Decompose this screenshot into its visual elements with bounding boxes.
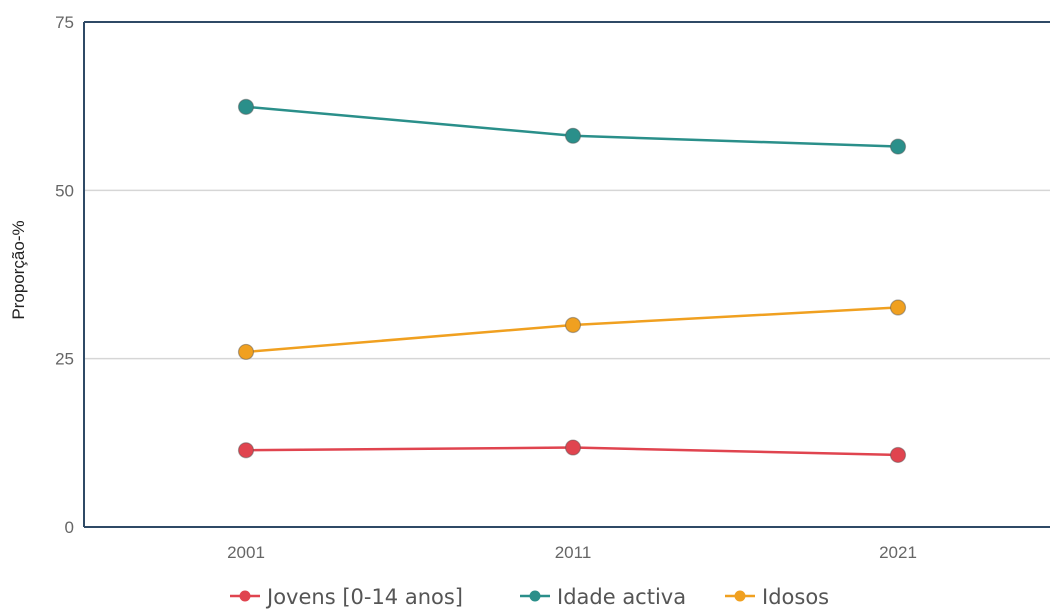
data-point[interactable]	[239, 344, 254, 359]
x-tick-label: 2011	[555, 543, 592, 562]
series-2	[239, 300, 906, 359]
legend-label: Jovens [0-14 anos]	[265, 585, 463, 609]
y-tick-label: 75	[55, 13, 74, 32]
data-point[interactable]	[891, 447, 906, 462]
data-point[interactable]	[566, 128, 581, 143]
data-point[interactable]	[566, 440, 581, 455]
legend-item[interactable]: Idade activa	[520, 585, 686, 609]
legend-marker-icon	[530, 591, 541, 602]
legend-item[interactable]: Idosos	[725, 585, 829, 609]
legend[interactable]: Jovens [0-14 anos] Idade activa Idosos	[230, 585, 829, 609]
y-tick-label: 0	[65, 518, 74, 537]
legend-label: Idade activa	[557, 585, 686, 609]
x-tick-label: 2021	[879, 543, 917, 562]
grid-lines	[84, 190, 1050, 358]
series-0	[239, 440, 906, 462]
legend-label: Idosos	[762, 585, 829, 609]
legend-item[interactable]: Jovens [0-14 anos]	[230, 585, 463, 609]
y-tick-label: 50	[55, 181, 74, 200]
legend-marker-icon	[735, 591, 746, 602]
y-tick-label: 25	[55, 350, 74, 369]
y-axis-label: Proporção-%	[9, 220, 28, 319]
series-group	[239, 99, 906, 462]
x-axis-ticks: 2001 2011 2021	[227, 543, 917, 562]
series-1	[239, 99, 906, 154]
data-point[interactable]	[891, 300, 906, 315]
data-point[interactable]	[891, 139, 906, 154]
y-axis-ticks: 0 25 50 75	[55, 13, 74, 537]
x-tick-label: 2001	[227, 543, 265, 562]
data-point[interactable]	[566, 318, 581, 333]
legend-marker-icon	[240, 591, 251, 602]
data-point[interactable]	[239, 443, 254, 458]
data-point[interactable]	[239, 99, 254, 114]
